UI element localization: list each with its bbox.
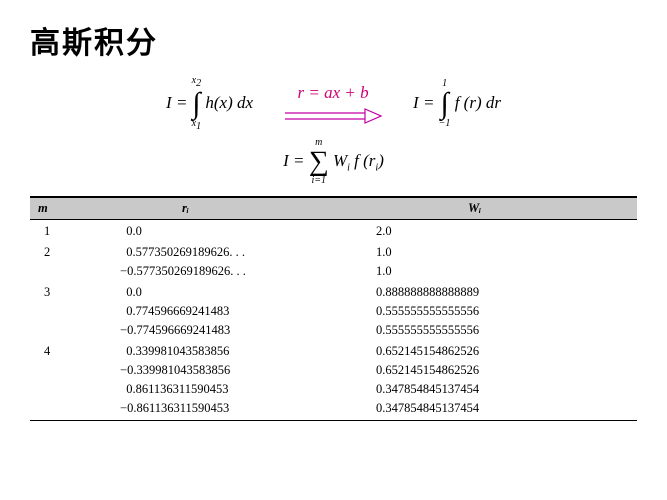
table-row: 10.02.0 — [30, 220, 637, 242]
substitution-column: r = ax + b — [283, 83, 383, 125]
table-row: 0.3399810435838560.652145154862526 — [30, 361, 637, 380]
cell-w: 0.347854845137454 — [368, 380, 637, 399]
cell-m: 2 — [30, 241, 112, 262]
cell-m — [30, 321, 112, 340]
cell-r: 0.774596669241483 — [112, 321, 368, 340]
sigma-symbol: m ∑ i=1 — [309, 138, 329, 186]
cell-m — [30, 302, 112, 321]
table-row: 0.8611363115904530.347854845137454 — [30, 380, 637, 399]
page-title: 高斯积分 — [30, 18, 637, 62]
cell-m: 1 — [30, 220, 112, 242]
cell-m — [30, 399, 112, 421]
cell-w: 0.652145154862526 — [368, 340, 637, 361]
sum-close: ) — [378, 151, 384, 170]
eq-text: I = — [166, 93, 187, 112]
table-row: 0.7745966692414830.555555555555556 — [30, 302, 637, 321]
eq-body: h(x) dx — [205, 93, 253, 112]
cell-w: 0.555555555555556 — [368, 302, 637, 321]
cell-m — [30, 262, 112, 281]
eq-text: I = — [413, 93, 434, 112]
cell-r: 0.0 — [112, 220, 368, 242]
eq-body: f (r) dr — [455, 93, 501, 112]
table-row: 0.577350269189626. . .1.0 — [30, 262, 637, 281]
cell-r: 0.339981043583856 — [112, 340, 368, 361]
cell-r: 0.577350269189626. . . — [112, 262, 368, 281]
cell-w: 0.888888888888889 — [368, 281, 637, 302]
left-integral: I = x2 ∫ x1 h(x) dx — [166, 76, 253, 132]
table-row: 20.577350269189626. . .1.0 — [30, 241, 637, 262]
lower-limit-sub: 1 — [196, 121, 201, 132]
sum-w-sub: i — [347, 162, 350, 173]
table-row: 0.8611363115904530.347854845137454 — [30, 399, 637, 421]
cell-r: 0.0 — [112, 281, 368, 302]
cell-w: 1.0 — [368, 241, 637, 262]
cell-w: 2.0 — [368, 220, 637, 242]
lower-limit: −1 — [439, 119, 451, 129]
col-header-w: Wᵢ — [368, 197, 637, 220]
cell-m — [30, 361, 112, 380]
gauss-table: m rᵢ Wᵢ 10.02.020.577350269189626. . .1.… — [30, 196, 637, 421]
sum-f: f (r — [354, 151, 375, 170]
table-body: 10.02.020.577350269189626. . .1.00.57735… — [30, 220, 637, 421]
cell-w: 0.555555555555556 — [368, 321, 637, 340]
sum-equation: I = m ∑ i=1 Wi f (ri) — [30, 138, 637, 186]
substitution-text: r = ax + b — [297, 83, 368, 103]
right-integral: I = 1 ∫ −1 f (r) dr — [413, 79, 501, 129]
cell-w: 0.347854845137454 — [368, 399, 637, 421]
cell-w: 1.0 — [368, 262, 637, 281]
cell-r: 0.577350269189626. . . — [112, 241, 368, 262]
equation-row: I = x2 ∫ x1 h(x) dx r = ax + b I = — [30, 76, 637, 132]
cell-w: 0.652145154862526 — [368, 361, 637, 380]
cell-r: 0.861136311590453 — [112, 399, 368, 421]
col-header-m: m — [30, 197, 112, 220]
cell-r: 0.339981043583856 — [112, 361, 368, 380]
table-row: 30.00.888888888888889 — [30, 281, 637, 302]
sum-w: W — [333, 151, 347, 170]
cell-r: 0.861136311590453 — [112, 380, 368, 399]
cell-m: 4 — [30, 340, 112, 361]
eq-text: I = — [283, 151, 304, 170]
table-row: 40.3399810435838560.652145154862526 — [30, 340, 637, 361]
col-header-r: rᵢ — [112, 197, 368, 220]
cell-r: 0.774596669241483 — [112, 302, 368, 321]
integral-symbol: x2 ∫ x1 — [192, 76, 201, 132]
arrow-icon — [283, 107, 383, 125]
sum-lower: i=1 — [309, 176, 329, 186]
cell-m: 3 — [30, 281, 112, 302]
slide: 高斯积分 I = x2 ∫ x1 h(x) dx r = ax + b — [0, 0, 667, 421]
table-row: 0.7745966692414830.555555555555556 — [30, 321, 637, 340]
integral-symbol: 1 ∫ −1 — [439, 79, 451, 129]
cell-m — [30, 380, 112, 399]
